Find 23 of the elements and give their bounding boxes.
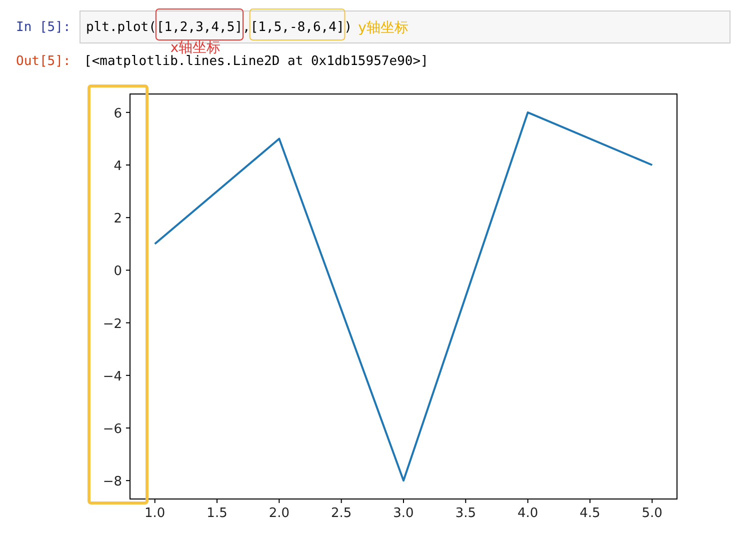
text: [<matplotlib.lines.Line2D at 0x1db15957e90>] — [84, 54, 428, 69]
y-tick-label: 6 — [114, 106, 122, 122]
x-tick-label: 2.5 — [330, 506, 352, 521]
text: y轴坐标 — [358, 20, 408, 36]
y-tick-label: −4 — [102, 369, 122, 384]
y-tick-label: 0 — [114, 264, 122, 280]
y-tick-label: 4 — [114, 159, 122, 174]
y-tick-label: −8 — [102, 474, 122, 490]
x-tick-label: 4.0 — [517, 506, 538, 521]
text: x轴坐标 — [170, 40, 221, 56]
y-tick-label: 2 — [114, 212, 122, 227]
x-tick-label: 4.5 — [580, 506, 600, 521]
line-series — [154, 111, 654, 482]
y-tick-label: −2 — [102, 316, 122, 332]
x-tick-label: 1.5 — [206, 506, 228, 521]
y-tick-label: −6 — [102, 422, 122, 437]
x-tick-label: 3.5 — [455, 506, 476, 521]
x-tick-label: 3.0 — [393, 506, 414, 521]
x-tick-label: 5.0 — [642, 506, 662, 521]
text: Out[5]: — [16, 54, 71, 69]
x-tick-label: 2.0 — [268, 506, 290, 521]
text: In [5]: — [16, 20, 71, 35]
x-tick-label: 1.0 — [144, 506, 166, 521]
